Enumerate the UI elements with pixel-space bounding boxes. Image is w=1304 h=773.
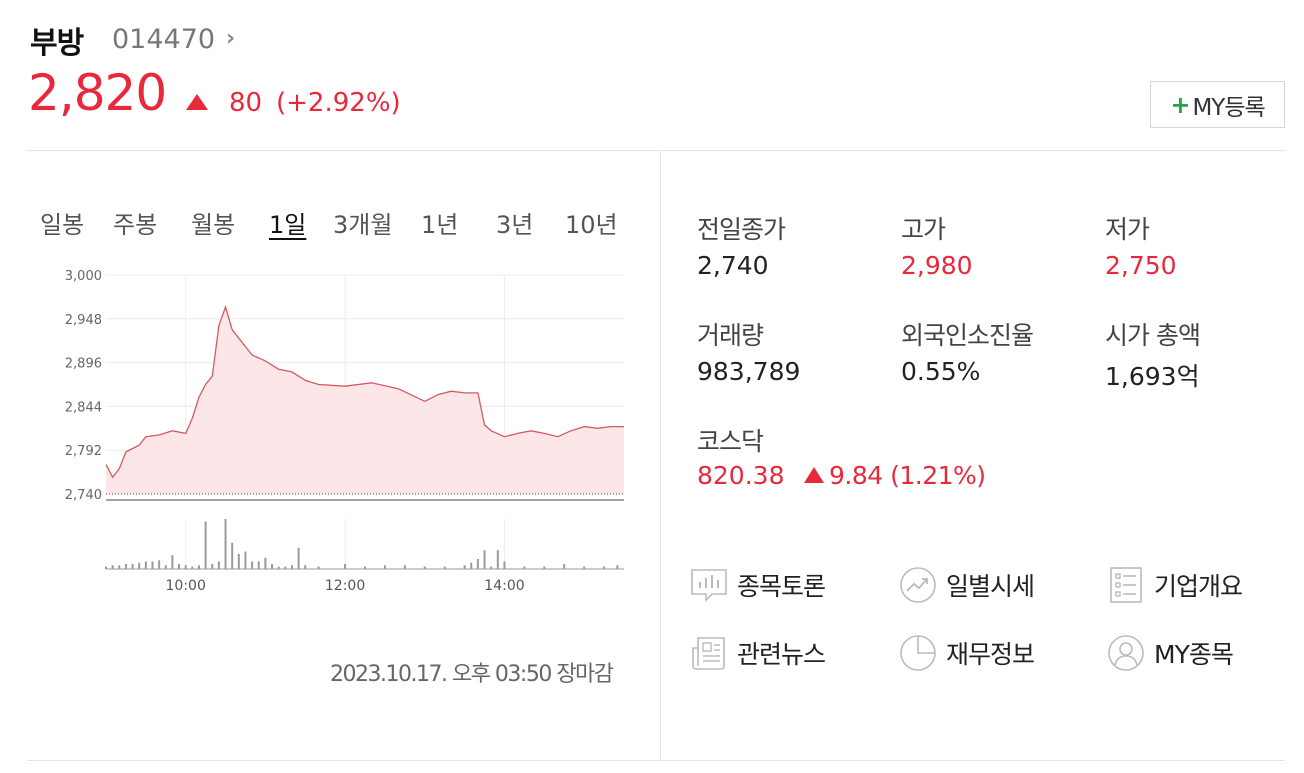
link-discussion[interactable]: 종목토론 bbox=[690, 566, 826, 604]
kosdaq-up-arrow-icon bbox=[804, 467, 824, 483]
tab-weekly-candle[interactable]: 주봉 bbox=[113, 211, 158, 239]
link-label: 관련뉴스 bbox=[737, 640, 826, 669]
stat-label: 외국인소진율 bbox=[901, 321, 1034, 350]
price-line bbox=[105, 304, 624, 479]
link-daily-price[interactable]: 일별시세 bbox=[899, 566, 1035, 604]
stat-volume: 거래량 983,789 bbox=[697, 316, 800, 386]
y-tick-label: 2,844 bbox=[65, 400, 102, 415]
link-label: 종목토론 bbox=[737, 572, 826, 601]
stat-value: 983,789 bbox=[697, 357, 801, 386]
up-arrow-icon bbox=[186, 94, 208, 110]
x-tick-label: 12:00 bbox=[325, 578, 365, 594]
link-label: 재무정보 bbox=[946, 640, 1035, 669]
chart-board-icon bbox=[691, 569, 727, 602]
stat-low: 저가 2,750 bbox=[1105, 210, 1177, 280]
stat-label: 전일종가 bbox=[697, 215, 786, 244]
stat-value: 0.55% bbox=[901, 357, 981, 386]
link-financial-info[interactable]: 재무정보 bbox=[899, 634, 1035, 672]
stock-name: 부방 bbox=[30, 26, 84, 61]
news-icon bbox=[692, 637, 725, 670]
kosdaq-block: 코스닥 bbox=[697, 422, 764, 458]
tab-3-months[interactable]: 3개월 bbox=[333, 211, 393, 239]
stat-label: 거래량 bbox=[697, 321, 764, 350]
current-price: 2,820 bbox=[28, 64, 167, 122]
period-tabs: 일봉 주봉 월봉 1일 3개월 1년 3년 10년 bbox=[30, 205, 630, 245]
stat-foreign-ratio: 외국인소진율 0.55% bbox=[901, 316, 1034, 386]
y-tick-label: 2,792 bbox=[65, 444, 102, 459]
y-tick-label: 2,740 bbox=[65, 488, 102, 503]
stat-value: 2,750 bbox=[1105, 251, 1177, 280]
plus-icon: + bbox=[1170, 90, 1191, 119]
divider-vertical bbox=[660, 151, 661, 760]
link-related-news[interactable]: 관련뉴스 bbox=[690, 634, 826, 672]
stat-value: 1,693억 bbox=[1105, 362, 1200, 391]
stat-label: 시가 총액 bbox=[1105, 321, 1201, 350]
link-my-stocks[interactable]: MY종목 bbox=[1107, 634, 1234, 672]
y-tick-label: 2,948 bbox=[65, 313, 102, 328]
divider-top bbox=[27, 150, 1285, 151]
user-icon bbox=[1108, 635, 1144, 671]
kosdaq-value: 820.38 bbox=[697, 461, 785, 490]
link-label: 일별시세 bbox=[946, 572, 1035, 601]
trend-icon bbox=[900, 567, 936, 603]
stat-label: 고가 bbox=[901, 215, 946, 244]
y-tick-label: 3,000 bbox=[65, 269, 102, 284]
stat-market-cap: 시가 총액 1,693억 bbox=[1105, 316, 1201, 393]
chevron-right-icon[interactable]: › bbox=[226, 26, 236, 51]
x-tick-label: 10:00 bbox=[166, 578, 206, 594]
kosdaq-change: 9.84 (1.21%) bbox=[829, 461, 986, 490]
x-tick-label: 14:00 bbox=[484, 578, 524, 594]
stat-value: 2,980 bbox=[901, 251, 973, 280]
divider-bottom bbox=[27, 760, 1285, 761]
pie-icon bbox=[900, 635, 936, 671]
change-percent: (+2.92%) bbox=[276, 88, 401, 118]
change-value: 80 bbox=[229, 88, 263, 118]
stat-label: 저가 bbox=[1105, 215, 1150, 244]
price-area bbox=[106, 307, 624, 494]
tab-1-day[interactable]: 1일 bbox=[269, 211, 307, 239]
stock-code[interactable]: 014470 bbox=[112, 24, 216, 55]
tab-3-years[interactable]: 3년 bbox=[496, 211, 534, 239]
stat-high: 고가 2,980 bbox=[901, 210, 973, 280]
my-register-button[interactable]: + MY등록 bbox=[1150, 81, 1285, 128]
tab-monthly-candle[interactable]: 월봉 bbox=[191, 211, 236, 239]
link-label: MY종목 bbox=[1154, 640, 1234, 669]
link-label: 기업개요 bbox=[1154, 572, 1243, 601]
tab-10-years[interactable]: 10년 bbox=[565, 211, 618, 239]
list-doc-icon bbox=[1110, 567, 1142, 603]
intraday-chart[interactable]: 3,000 2,948 2,896 2,844 2,792 2,740 10:00 12:00… bbox=[40, 258, 630, 603]
tab-1-year[interactable]: 1년 bbox=[421, 211, 459, 239]
y-tick-label: 2,896 bbox=[65, 357, 102, 372]
link-company-overview[interactable]: 기업개요 bbox=[1107, 566, 1243, 604]
kosdaq-label: 코스닥 bbox=[697, 427, 764, 456]
stat-prev-close: 전일종가 2,740 bbox=[697, 210, 786, 280]
market-timestamp: 2023.10.17. 오후 03:50 장마감 bbox=[330, 662, 614, 687]
stat-value: 2,740 bbox=[697, 251, 769, 280]
tab-daily-candle[interactable]: 일봉 bbox=[40, 211, 85, 239]
my-register-label: MY등록 bbox=[1192, 94, 1265, 121]
